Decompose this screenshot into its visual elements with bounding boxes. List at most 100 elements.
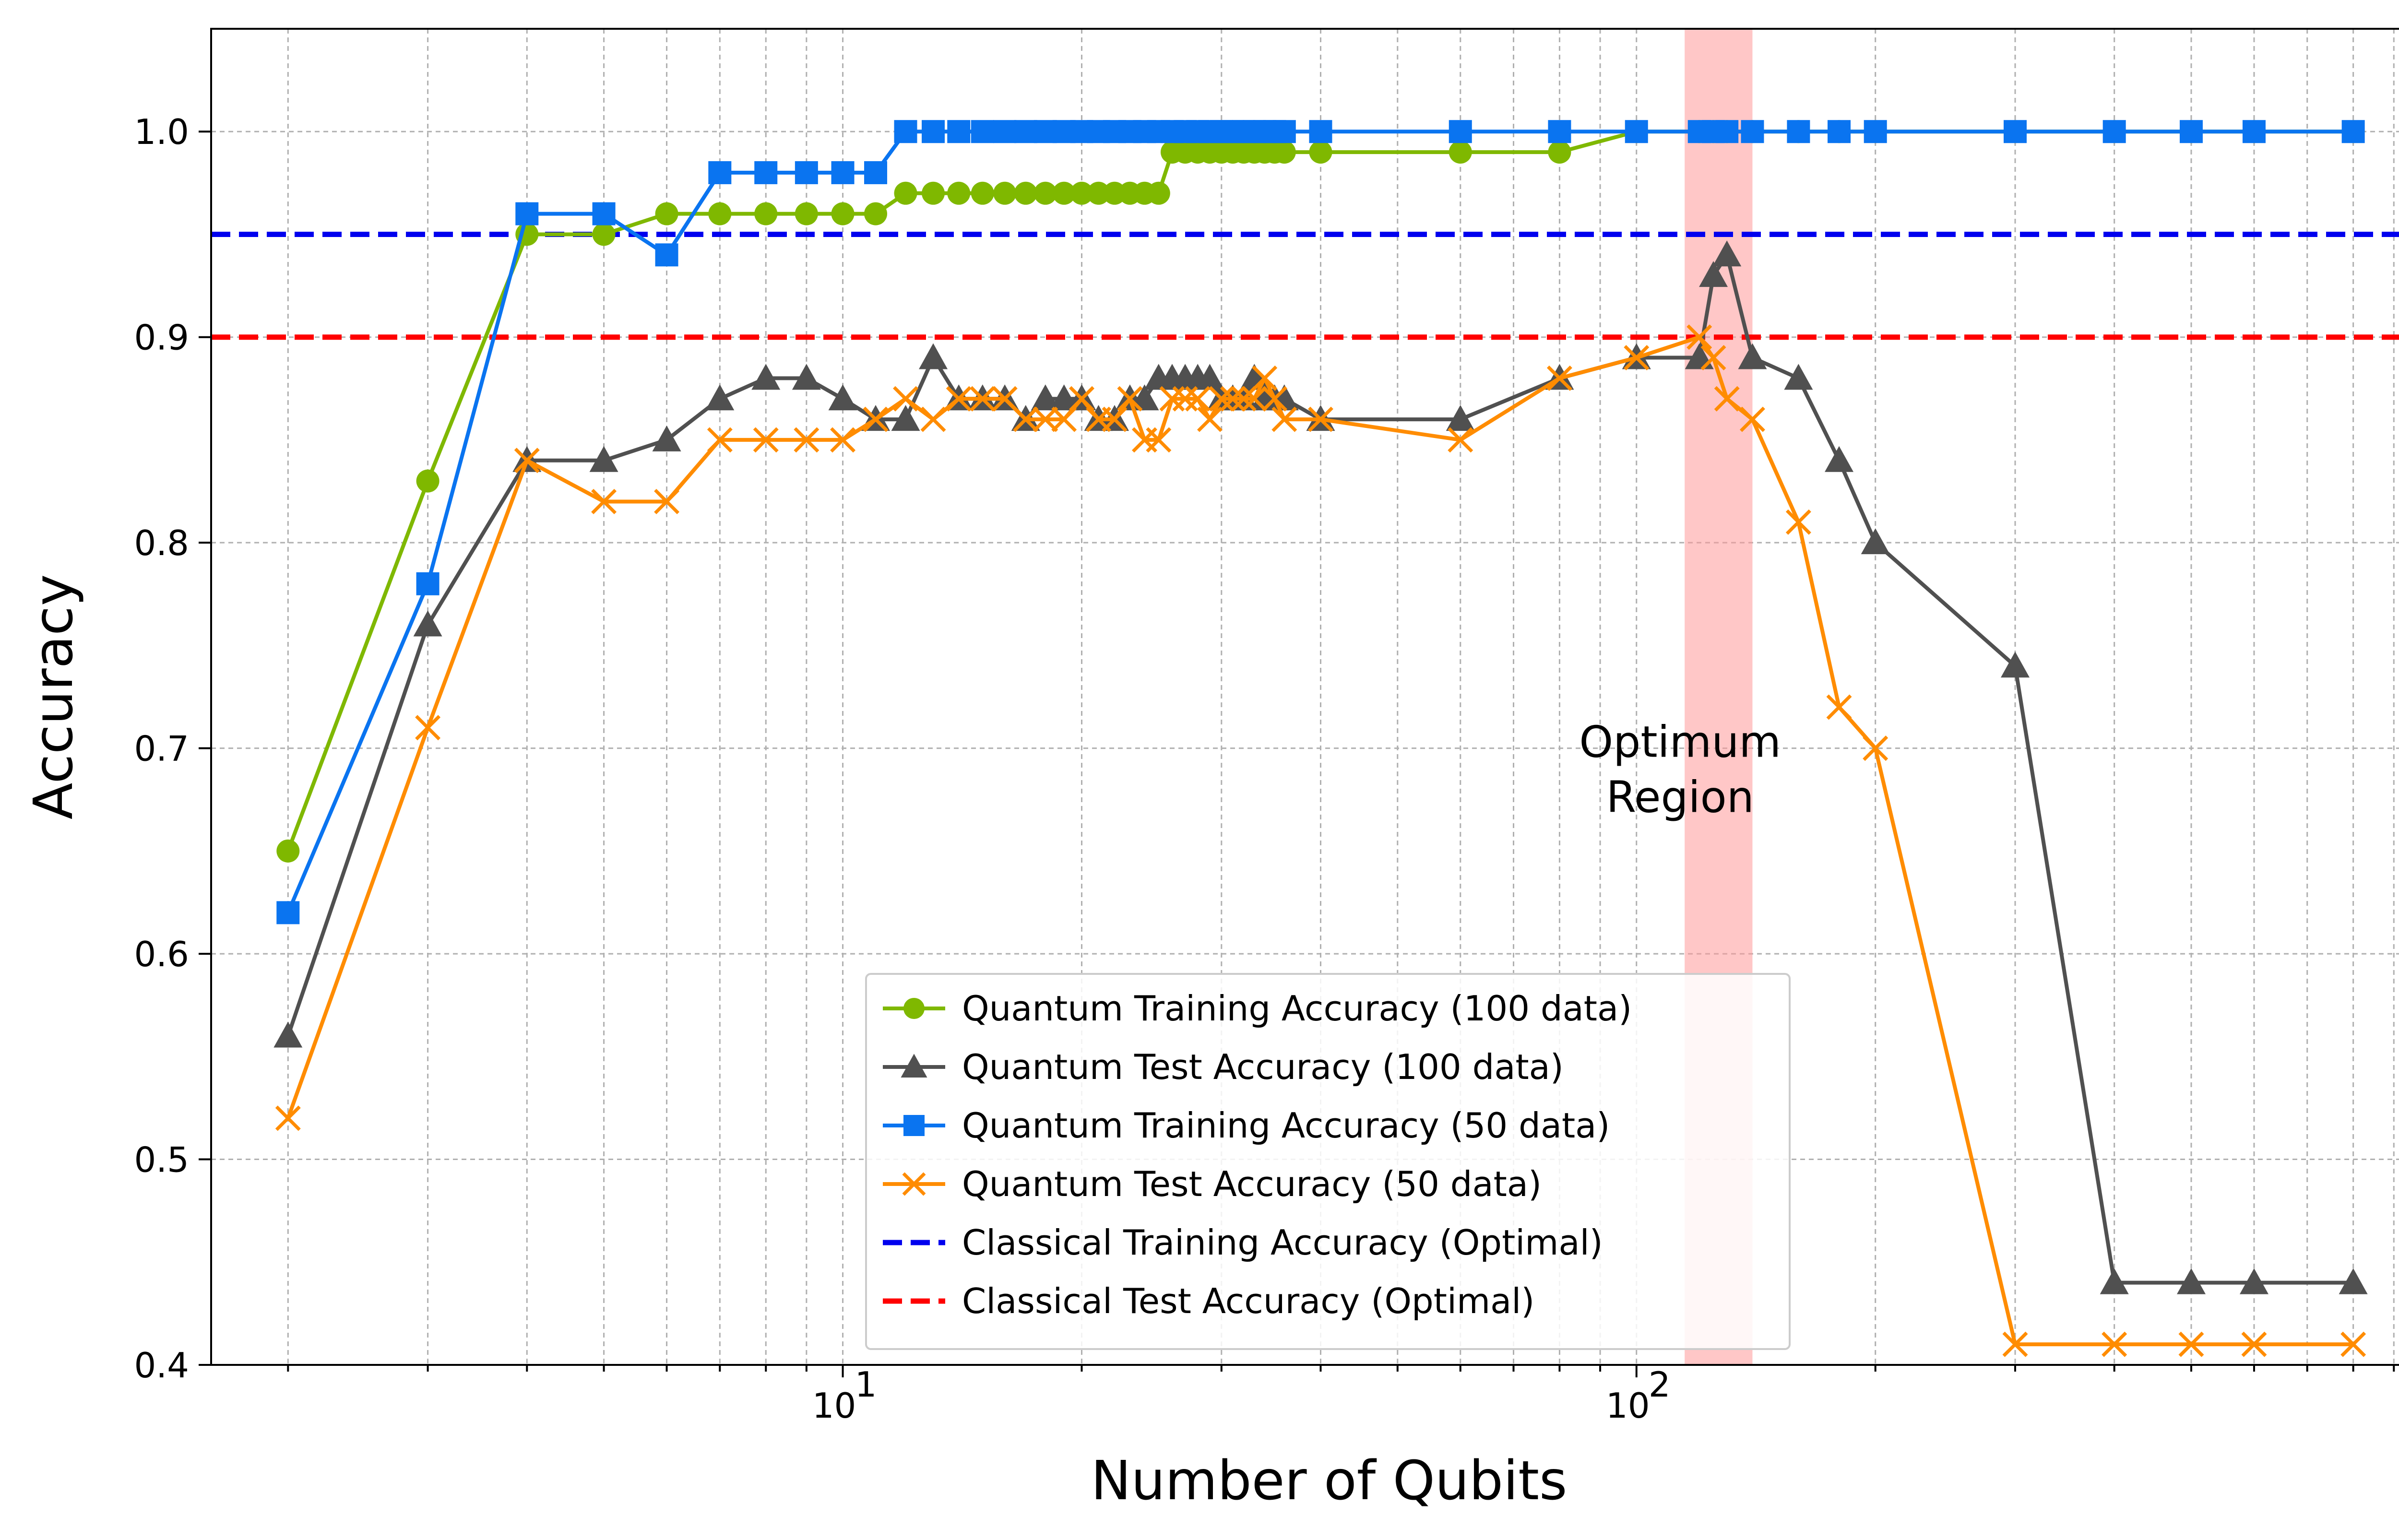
data-point-square <box>655 243 678 267</box>
data-point-circle <box>276 839 300 863</box>
data-point-triangle <box>2339 1268 2368 1294</box>
data-point-x <box>1033 406 1058 432</box>
data-point-x <box>654 488 680 514</box>
data-point-circle <box>894 181 917 205</box>
legend-label: Quantum Training Accuracy (100 data) <box>962 988 1632 1029</box>
data-point-x <box>1714 386 1740 412</box>
data-point-x <box>830 427 856 453</box>
data-point-circle <box>1087 181 1110 205</box>
data-point-x-stroke <box>863 406 889 432</box>
data-point-triangle <box>1699 261 1728 287</box>
data-point-square <box>2179 120 2203 143</box>
data-point-triangle <box>1861 528 1890 555</box>
data-point-triangle <box>901 1054 927 1078</box>
data-point-square <box>903 1115 925 1136</box>
data-point-triangle <box>589 446 618 472</box>
data-point-triangle <box>1031 384 1060 411</box>
data-point-x-stroke <box>707 427 733 453</box>
data-point-square <box>1014 120 1037 143</box>
data-point-x-stroke <box>2178 1331 2204 1357</box>
legend-entry: Quantum Test Accuracy (100 data) <box>883 1047 1564 1087</box>
data-point-triangle <box>1195 364 1224 390</box>
data-point-circle <box>708 202 732 225</box>
y-tick-label: 0.7 <box>134 729 189 769</box>
data-point-square <box>1828 120 1851 143</box>
data-point-x <box>920 406 946 432</box>
data-point-square <box>1309 120 1332 143</box>
data-point-x-stroke <box>415 715 441 741</box>
data-point-square <box>993 120 1017 143</box>
data-point-x <box>794 427 819 453</box>
data-point-circle <box>592 223 616 246</box>
data-point-triangle <box>2239 1268 2268 1294</box>
legend-entry: Quantum Training Accuracy (100 data) <box>883 988 1632 1029</box>
data-point-x <box>1785 509 1811 535</box>
data-point-circle <box>947 181 971 205</box>
legend-label: Quantum Training Accuracy (50 data) <box>962 1105 1610 1146</box>
annotation-optimum-line1: Optimum <box>1579 717 1781 767</box>
data-point-x-stroke <box>946 386 972 412</box>
data-point-circle <box>1548 141 1571 164</box>
data-point-x <box>2340 1331 2366 1357</box>
data-point-x <box>1172 386 1198 412</box>
data-point-x-stroke <box>1546 365 1572 391</box>
data-point-x-stroke <box>1252 365 1278 391</box>
legend-box <box>865 973 1791 1350</box>
data-point-square <box>754 161 778 184</box>
data-point-triangle <box>792 364 821 390</box>
data-point-triangle <box>652 425 681 451</box>
data-point-x <box>1013 406 1039 432</box>
data-point-x-stroke <box>1785 509 1811 535</box>
data-point-circle <box>831 202 855 225</box>
data-point-x-stroke <box>2340 1331 2366 1357</box>
data-point-x <box>992 386 1018 412</box>
data-point-x <box>1185 386 1211 412</box>
data-point-x <box>1231 386 1257 412</box>
data-point-square <box>515 202 539 225</box>
y-tick-label: 0.9 <box>134 318 189 358</box>
data-point-square <box>864 161 888 184</box>
data-point-x-stroke <box>1220 386 1246 412</box>
data-point-x <box>514 448 540 474</box>
data-point-x-stroke <box>1231 386 1257 412</box>
data-point-triangle <box>273 1021 303 1048</box>
legend-label: Classical Test Accuracy (Optimal) <box>962 1281 1534 1321</box>
legend-entry: Quantum Test Accuracy (50 data) <box>883 1164 1542 1204</box>
legend-entry: Quantum Training Accuracy (50 data) <box>883 1105 1610 1146</box>
data-point-triangle <box>891 405 920 431</box>
data-point-x-stroke <box>920 406 946 432</box>
legend-entry: Classical Training Accuracy (Optimal) <box>883 1222 1603 1263</box>
data-point-x-stroke <box>2102 1331 2127 1357</box>
data-point-x <box>2102 1331 2127 1357</box>
annotation-optimum-line2: Region <box>1606 772 1754 822</box>
data-point-square <box>831 161 855 184</box>
data-point-x-stroke <box>1197 406 1223 432</box>
series <box>276 120 2365 924</box>
data-point-triangle <box>1712 240 1742 267</box>
data-point-circle <box>1033 181 1057 205</box>
data-point-x-stroke <box>1739 406 1765 432</box>
data-point-x <box>1624 345 1650 371</box>
data-point-triangle <box>2100 1268 2129 1294</box>
data-point-square <box>1272 120 1296 143</box>
data-point-x-stroke <box>830 427 856 453</box>
data-point-triangle <box>2001 652 2030 678</box>
data-point-x-stroke <box>1686 324 1712 350</box>
data-point-square <box>2004 120 2027 143</box>
data-point-x-stroke <box>1013 406 1039 432</box>
data-point-x <box>275 1105 301 1131</box>
data-point-x-stroke <box>970 386 996 412</box>
data-point-x <box>1262 386 1288 412</box>
data-point-x-stroke <box>1307 406 1333 432</box>
data-point-x-stroke <box>1241 386 1267 412</box>
data-point-circle <box>754 202 778 225</box>
y-tick-label: 0.8 <box>134 523 189 563</box>
data-point-square <box>1449 120 1472 143</box>
data-point-x <box>591 488 617 514</box>
data-point-x <box>970 386 996 412</box>
data-point-x-stroke <box>1714 386 1740 412</box>
data-point-circle <box>1272 141 1296 164</box>
data-point-triangle <box>1825 446 1854 472</box>
data-point-circle <box>993 181 1017 205</box>
